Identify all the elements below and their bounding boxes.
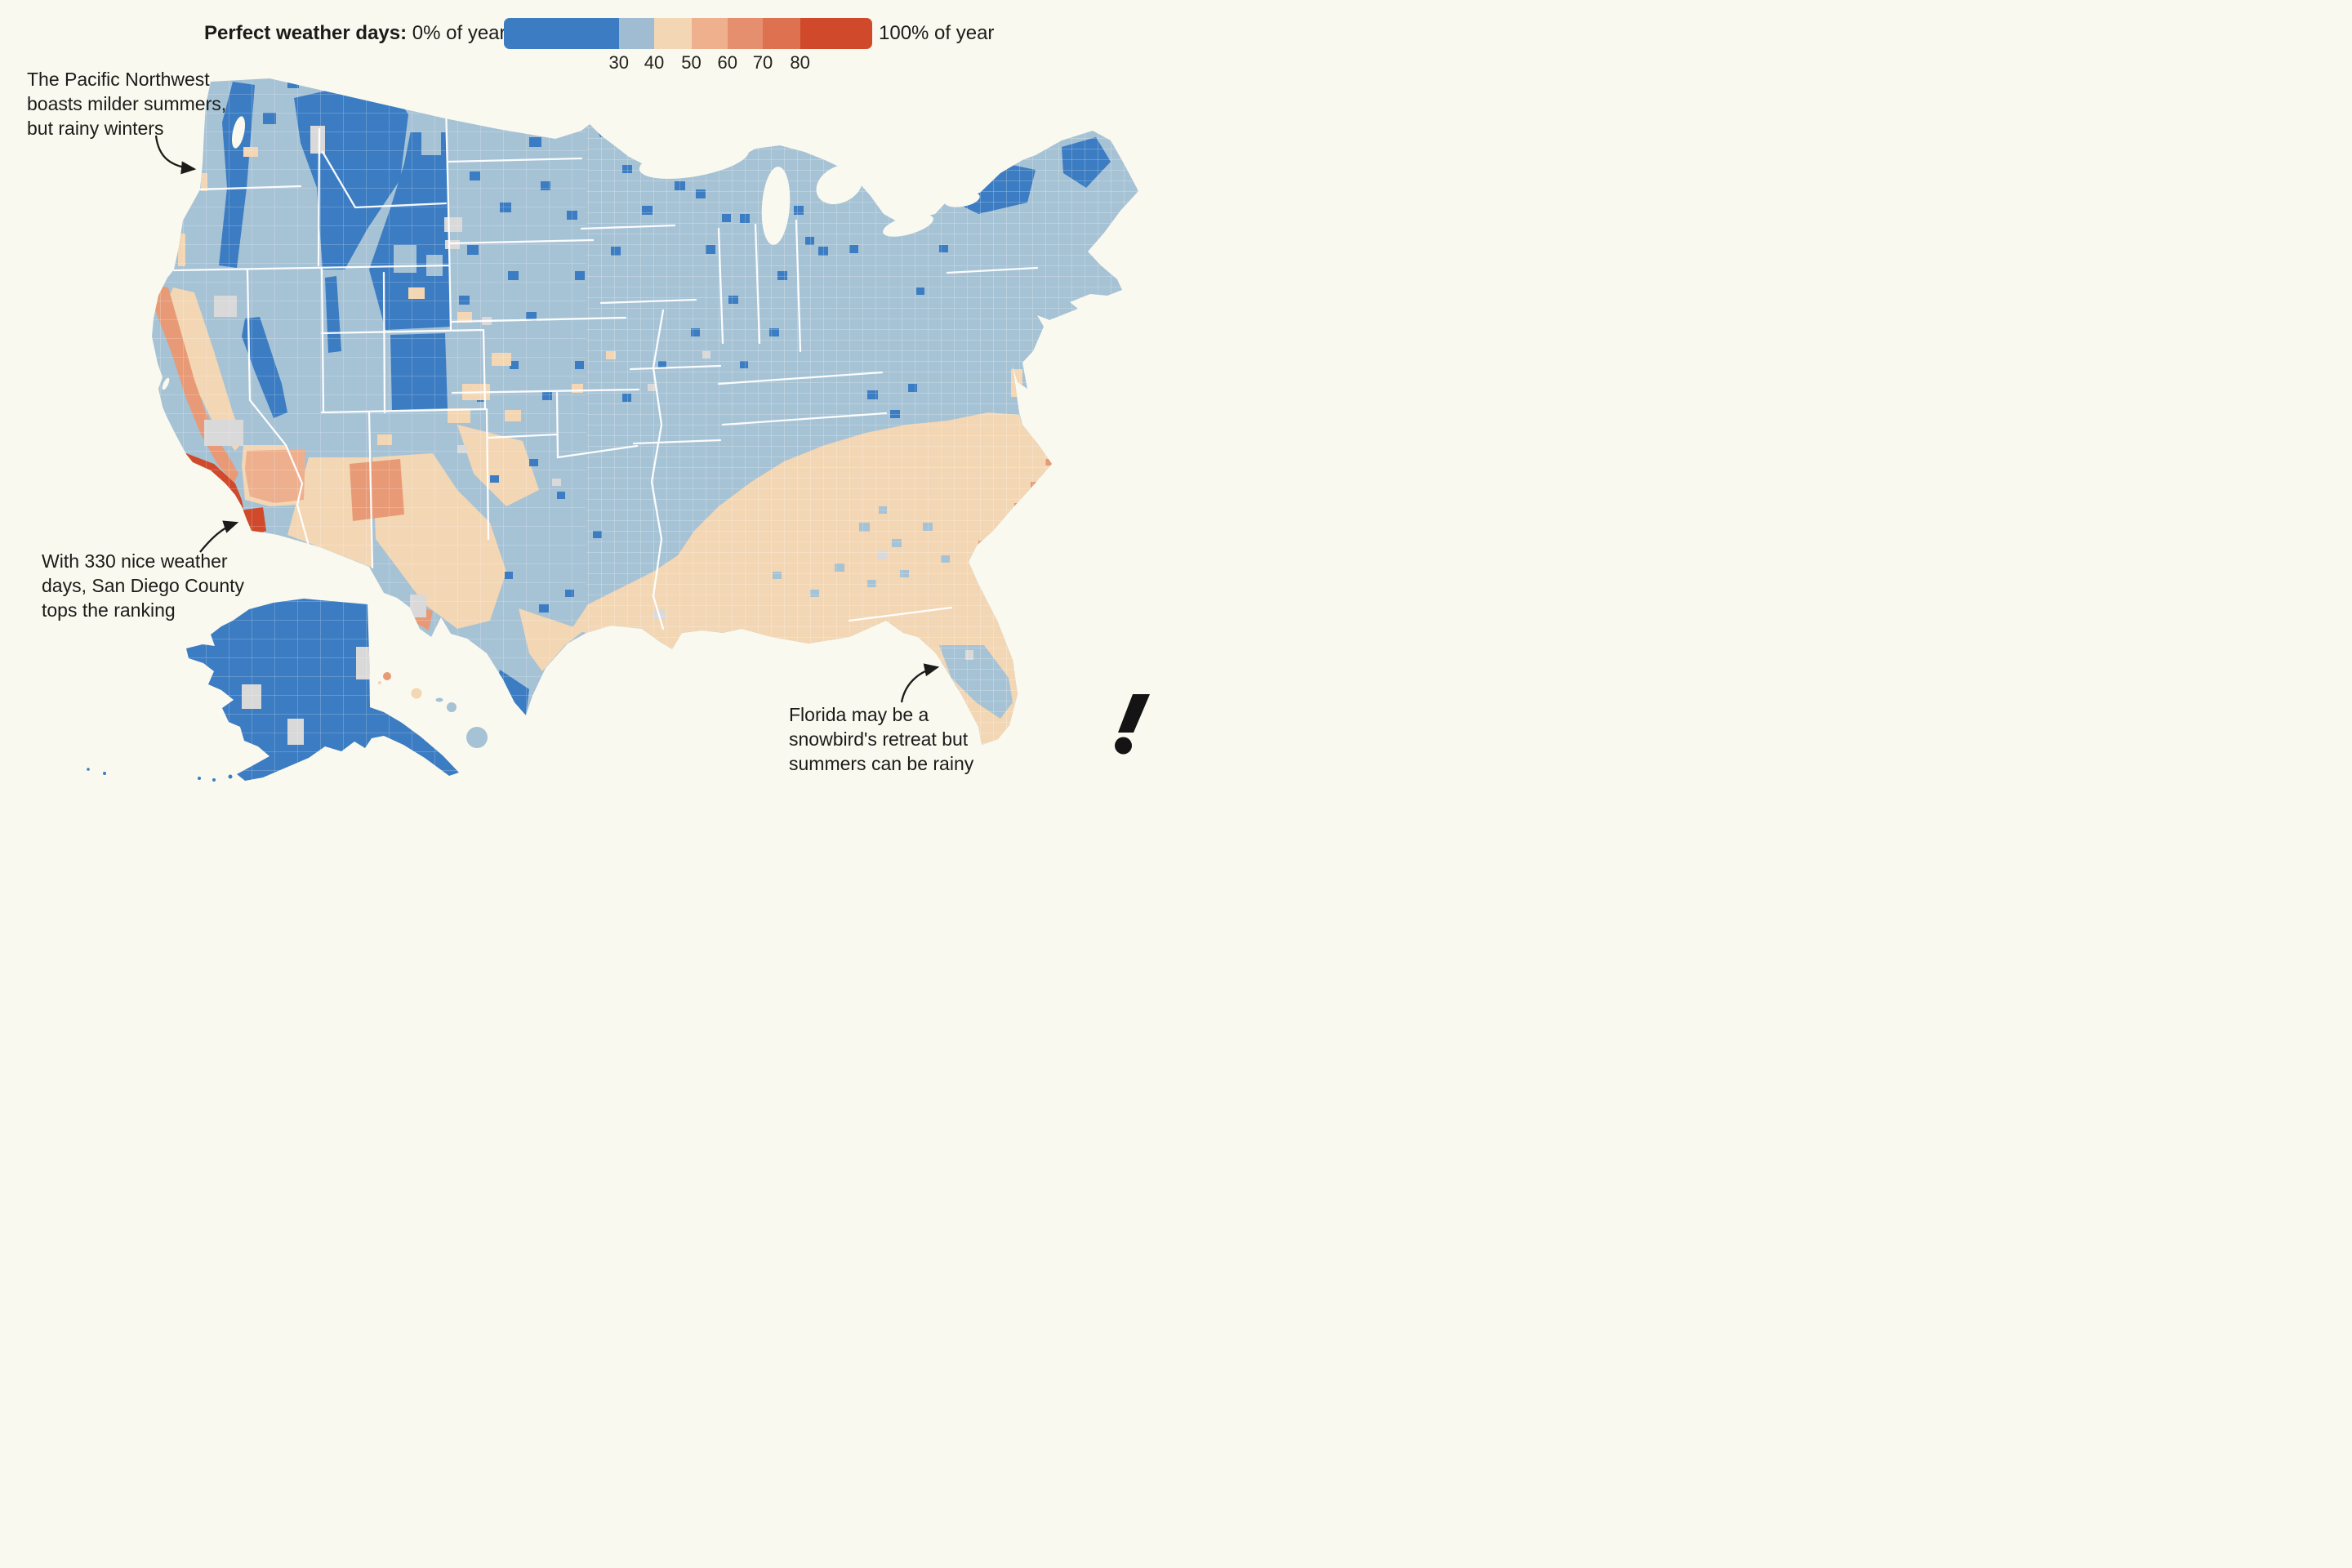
county-region bbox=[192, 479, 198, 483]
annotation-line: summers can be rainy bbox=[789, 753, 974, 774]
great-lakes bbox=[162, 116, 980, 390]
legend-tick-label: 70 bbox=[752, 52, 773, 73]
county-region bbox=[217, 514, 220, 520]
county-patch bbox=[510, 78, 523, 85]
legend-color-scale bbox=[504, 18, 872, 49]
legend-color-segment bbox=[727, 18, 763, 49]
maui-island bbox=[447, 702, 457, 712]
annotation-pacific-northwest: The Pacific Northwest boasts milder summ… bbox=[27, 67, 226, 140]
niihau-island bbox=[378, 681, 381, 684]
legend-title: Perfect weather days: 0% of year bbox=[204, 21, 506, 46]
annotation-line: boasts milder summers, bbox=[27, 93, 227, 114]
kauai-island bbox=[383, 672, 391, 680]
county-patch bbox=[351, 78, 366, 87]
san-francisco-bay bbox=[162, 377, 170, 390]
us-county-choropleth-map bbox=[87, 78, 1138, 782]
state-borders bbox=[172, 78, 1039, 630]
annotation-line: days, San Diego County bbox=[42, 575, 245, 596]
legend-color-segment bbox=[618, 18, 654, 49]
annotation-line: The Pacific Northwest bbox=[27, 69, 210, 90]
county-region bbox=[217, 501, 220, 507]
legend-tick-label: 30 bbox=[608, 52, 629, 73]
big-island bbox=[466, 727, 488, 748]
aleutian-island bbox=[228, 774, 233, 779]
county-patch bbox=[648, 140, 657, 149]
puget-sound bbox=[231, 116, 246, 149]
molokai-island bbox=[435, 697, 443, 702]
county-patch bbox=[457, 88, 470, 99]
lake-huron bbox=[816, 165, 863, 204]
legend-tick-labels: 30 40 50 60 70 80 bbox=[504, 52, 872, 74]
annotation-san-diego: With 330 nice weather days, San Diego Co… bbox=[42, 549, 244, 622]
legend-max-label: 100% of year bbox=[879, 22, 995, 44]
annotation-line: but rainy winters bbox=[27, 118, 164, 139]
legend-tick-label: 50 bbox=[681, 52, 702, 73]
alaska bbox=[87, 599, 459, 782]
lake-ontario bbox=[944, 191, 980, 207]
annotation-line: With 330 nice weather bbox=[42, 550, 228, 572]
annotation-line: snowbird's retreat but bbox=[789, 728, 969, 750]
county-region bbox=[201, 482, 206, 484]
annotation-line: Florida may be a bbox=[789, 704, 929, 725]
legend-color-segment bbox=[691, 18, 728, 49]
aleutian-island bbox=[87, 768, 90, 771]
county-patch bbox=[490, 114, 501, 124]
lake-erie bbox=[883, 214, 933, 237]
legend-min-label: 0% of year bbox=[412, 22, 506, 44]
lake-superior bbox=[639, 141, 750, 179]
legend-tick-label: 80 bbox=[790, 52, 810, 73]
legend-color-segment bbox=[653, 18, 692, 49]
legend-color-segment bbox=[800, 18, 872, 49]
annotation-florida: Florida may be a snowbird's retreat but … bbox=[789, 702, 973, 776]
legend-tick-label: 60 bbox=[717, 52, 737, 73]
oahu-island bbox=[411, 688, 422, 699]
annotation-line: tops the ranking bbox=[42, 599, 176, 621]
perfect-weather-days-infographic: Perfect weather days: 0% of year 30 40 50 6… bbox=[0, 0, 1176, 784]
hawaii bbox=[378, 672, 488, 748]
aleutian-island bbox=[212, 778, 216, 782]
aleutian-island bbox=[198, 777, 201, 780]
aleutian-island bbox=[103, 772, 106, 775]
legend-title-bold: Perfect weather days: bbox=[204, 22, 408, 44]
legend-color-segment bbox=[763, 18, 800, 49]
legend-color-segment bbox=[504, 18, 619, 49]
lake-michigan bbox=[761, 167, 791, 245]
legend-tick-label: 40 bbox=[644, 52, 665, 73]
